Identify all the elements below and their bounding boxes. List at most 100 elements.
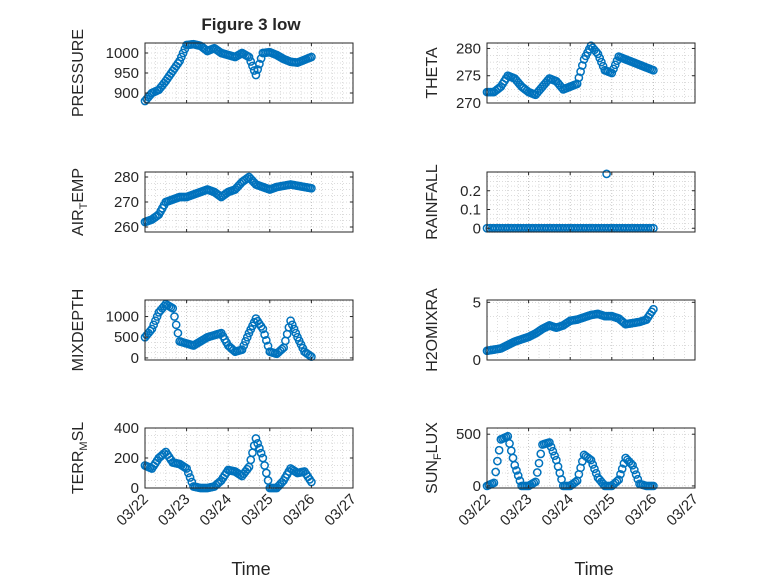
data-point (631, 470, 641, 479)
data-point (305, 475, 315, 484)
data-point (602, 169, 611, 179)
data-point (617, 464, 627, 474)
data-point (242, 173, 252, 183)
y-axis-label: AIRTEMP (70, 168, 90, 236)
y-axis-label: SUNFLUX (424, 422, 444, 494)
data-point (532, 468, 542, 477)
axes-box (486, 171, 696, 233)
y-tick-label: 1000 (106, 45, 139, 62)
y-tick-label: 280 (114, 169, 139, 186)
x-axis-label-right: Time (574, 559, 613, 579)
data-point (493, 456, 502, 466)
y-tick-label: 500 (114, 329, 139, 346)
data-point (612, 476, 622, 486)
data-point (303, 349, 313, 359)
y-tick-label: 0 (473, 352, 481, 369)
y-tick-label: 0 (473, 220, 481, 237)
subplot-row2-left: 260 270 280 AIRTEMP (70, 168, 354, 236)
data-point (305, 53, 315, 63)
data-point (487, 479, 497, 488)
data-point (173, 59, 183, 68)
data-point (494, 445, 504, 455)
data-point (253, 65, 263, 74)
data-point (261, 335, 271, 345)
data-point (513, 78, 523, 87)
data-point (569, 478, 579, 488)
y-tick-label: 275 (456, 68, 481, 85)
subplot-row3-left: 0 500 1000 MIXDEPTH (70, 289, 354, 371)
data-point (213, 479, 223, 488)
data-point (305, 351, 315, 360)
y-tick-label: 200 (114, 450, 139, 467)
data-point (647, 307, 657, 317)
y-tick-label: 0.1 (460, 202, 481, 219)
data-point (246, 57, 256, 66)
data-point (534, 458, 544, 468)
data-point (595, 53, 605, 63)
data-point (248, 176, 257, 186)
axes-box (486, 427, 696, 489)
data-point (305, 183, 315, 193)
data-point (170, 312, 179, 321)
data-point (513, 471, 523, 480)
data-point (577, 61, 587, 70)
y-tick-label: 1000 (106, 309, 139, 326)
data-point (287, 320, 297, 330)
y-tick-label: 270 (456, 95, 481, 112)
data-point (557, 475, 566, 484)
data-point (149, 320, 159, 330)
data-point (151, 316, 160, 326)
data-point (256, 448, 266, 458)
data-point (546, 442, 556, 452)
data-point (241, 337, 250, 346)
data-point (597, 57, 606, 67)
data-point (508, 453, 518, 463)
data-point (548, 446, 558, 456)
data-point (166, 302, 176, 312)
data-point (178, 48, 188, 58)
data-point (591, 468, 601, 478)
data-point (151, 212, 160, 222)
y-tick-label: 0 (131, 350, 139, 367)
y-tick-label: 270 (114, 194, 139, 211)
data-point (571, 477, 580, 487)
figure-title: Figure 3 low (201, 15, 301, 34)
data-point (610, 60, 620, 70)
y-tick-label: 500 (456, 426, 481, 443)
data-point (647, 481, 657, 491)
data-point (241, 467, 250, 476)
axes-box (486, 299, 696, 361)
data-point (171, 320, 181, 330)
y-tick-label: 280 (456, 40, 481, 57)
data-point (251, 70, 261, 80)
data-point (583, 453, 592, 462)
data-point (157, 81, 167, 90)
data-point (647, 65, 657, 74)
data-point (277, 344, 287, 354)
data-point (275, 346, 285, 356)
subplot-row3-right: 0 5 H2OMIXRA (424, 288, 696, 372)
data-point (239, 341, 249, 350)
axes-box (144, 299, 354, 361)
y-axis-label: RAINFALL (424, 164, 441, 240)
data-point (173, 328, 183, 338)
data-point (536, 449, 546, 459)
data-point (256, 322, 266, 331)
data-point (590, 464, 599, 474)
data-point (590, 45, 599, 55)
y-tick-label: 260 (114, 219, 139, 236)
y-tick-label: 900 (114, 85, 139, 102)
data-point (183, 468, 193, 478)
data-point (242, 464, 252, 474)
data-point (242, 332, 252, 342)
subplot-row1-right: 270 275 280 THETA (424, 40, 696, 112)
data-point (624, 457, 634, 466)
y-tick-label: 0.2 (460, 183, 481, 200)
data-point (512, 466, 521, 475)
y-tick-label: 0 (473, 478, 481, 495)
data-point (597, 477, 606, 487)
data-point (610, 478, 620, 488)
data-point (493, 85, 502, 94)
data-point (185, 473, 195, 482)
data-point (253, 439, 263, 448)
